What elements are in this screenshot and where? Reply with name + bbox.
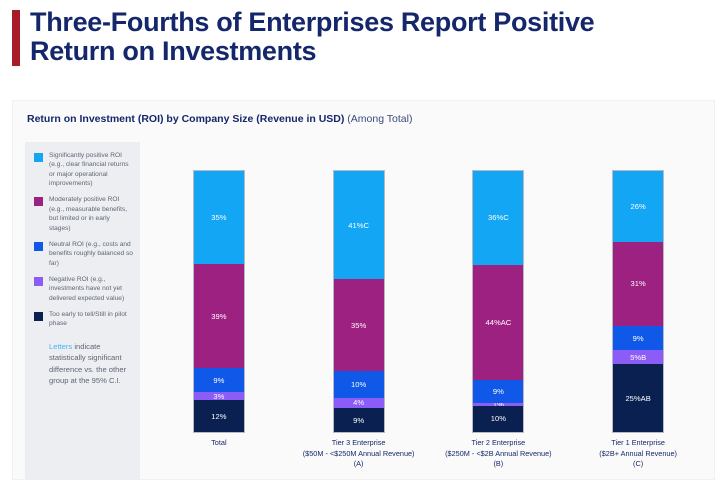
stacked-bar[interactable]: 35% 39% 9% 3% 12% <box>192 170 245 433</box>
bar-segment[interactable]: 26% <box>613 171 664 242</box>
x-axis-label: Total <box>211 438 227 447</box>
legend-item-label: Negative ROI (e.g., investments have not… <box>49 275 125 302</box>
bar-segment[interactable]: 5%B <box>613 350 664 365</box>
stacked-bar[interactable]: 36%C44%AC9%1%10% <box>472 170 525 433</box>
page-title-block: Three-Fourths of Enterprises Report Posi… <box>12 7 672 70</box>
bar-segment[interactable]: 9% <box>613 325 664 351</box>
bar-segment[interactable]: 41%C <box>333 171 384 280</box>
bar-segment[interactable]: 10% <box>333 371 384 398</box>
chart-subtitle: Return on Investment (ROI) by Company Si… <box>27 113 412 125</box>
bar-group: 35% 39% 9% 3% 12% <box>149 142 289 433</box>
title-accent-bar <box>12 10 20 66</box>
bar-segment[interactable]: 9% <box>473 379 524 404</box>
stacked-bar[interactable]: 26% 31% 9% 5%B 25%AB <box>612 170 665 433</box>
legend-item: Neutral ROI (e.g., costs and benefits ro… <box>34 240 133 268</box>
bar-segment[interactable]: 39% <box>193 264 244 369</box>
legend-significance-note: Letters indicate statistically significa… <box>49 341 133 387</box>
stacked-bar[interactable]: 41%C 35% 10% 4% 9% <box>332 170 385 433</box>
bar-segment[interactable]: 4% <box>333 397 384 409</box>
chart-subtitle-main: Return on Investment (ROI) by Company Si… <box>27 113 345 125</box>
legend-item-label: Significantly positive ROI (e.g., clear … <box>49 152 129 188</box>
legend-item: Moderately positive ROI (e.g., measurabl… <box>34 195 133 232</box>
bar-segment[interactable]: 35% <box>333 279 384 372</box>
bar-segment[interactable]: 44%AC <box>473 264 524 380</box>
x-axis-label: Tier 3 Enterprise ($50M - <$250M Annual … <box>302 438 415 469</box>
x-axis-label: Tier 2 Enterprise ($250M - <$2B Annual R… <box>445 438 552 469</box>
chart-subtitle-base: (Among Total) <box>344 113 413 125</box>
legend-item-label: Too early to tell/Still in pilot phase <box>49 311 127 328</box>
legend-item-label: Moderately positive ROI (e.g., measurabl… <box>49 196 128 232</box>
legend-swatch-icon <box>34 276 43 286</box>
chart-legend: Significantly positive ROI (e.g., clear … <box>25 142 140 480</box>
x-axis-labels: Total Tier 3 Enterprise ($50M - <$250M An… <box>149 438 708 470</box>
legend-swatch-icon <box>34 153 43 162</box>
legend-swatch-icon <box>34 241 43 251</box>
bar-segment[interactable]: 31% <box>613 241 664 326</box>
bar-segment[interactable]: 9% <box>193 368 244 393</box>
bar-segment[interactable]: 25%AB <box>613 364 664 432</box>
legend-note-text: indicate statistically significant diffe… <box>49 341 127 385</box>
legend-item: Negative ROI (e.g., investments have not… <box>34 275 133 303</box>
bar-group: 36%C44%AC9%1%10% <box>429 142 569 433</box>
legend-swatch-icon <box>34 197 43 207</box>
plot-area: 35%39%9%3%12%41%C35%10%4%9%36%C44%AC9%1%… <box>149 142 708 478</box>
bar-segment[interactable]: 36%C <box>473 171 524 265</box>
legend-item: Too early to tell/Still in pilot phase <box>34 310 133 329</box>
bars-row: 35%39%9%3%12%41%C35%10%4%9%36%C44%AC9%1%… <box>149 142 708 433</box>
page-title: Three-Fourths of Enterprises Report Posi… <box>30 7 595 67</box>
bar-segment[interactable]: 35% <box>193 171 244 265</box>
bar-segment[interactable]: 9% <box>333 408 384 432</box>
bar-group: 26% 31% 9% 5%B 25%AB <box>568 142 708 433</box>
legend-note-accent: Letters <box>49 341 73 351</box>
legend-item-label: Neutral ROI (e.g., costs and benefits ro… <box>49 240 133 267</box>
bar-segment[interactable]: 12% <box>193 400 244 432</box>
legend-item: Significantly positive ROI (e.g., clear … <box>34 151 133 188</box>
chart-card: Return on Investment (ROI) by Company Si… <box>12 100 715 480</box>
bar-segment[interactable]: 3% <box>193 392 244 401</box>
legend-item-list: Significantly positive ROI (e.g., clear … <box>34 151 133 329</box>
x-axis-label: Tier 1 Enterprise ($2B+ Annual Revenue) … <box>599 438 677 469</box>
legend-swatch-icon <box>34 312 43 322</box>
bar-segment[interactable]: 10% <box>473 405 524 432</box>
bar-group: 41%C 35% 10% 4% 9% <box>289 142 429 433</box>
bar-segment[interactable]: 1% <box>473 403 524 406</box>
